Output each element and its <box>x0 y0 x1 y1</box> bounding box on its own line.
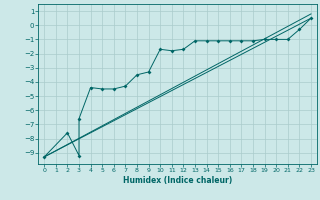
X-axis label: Humidex (Indice chaleur): Humidex (Indice chaleur) <box>123 176 232 185</box>
